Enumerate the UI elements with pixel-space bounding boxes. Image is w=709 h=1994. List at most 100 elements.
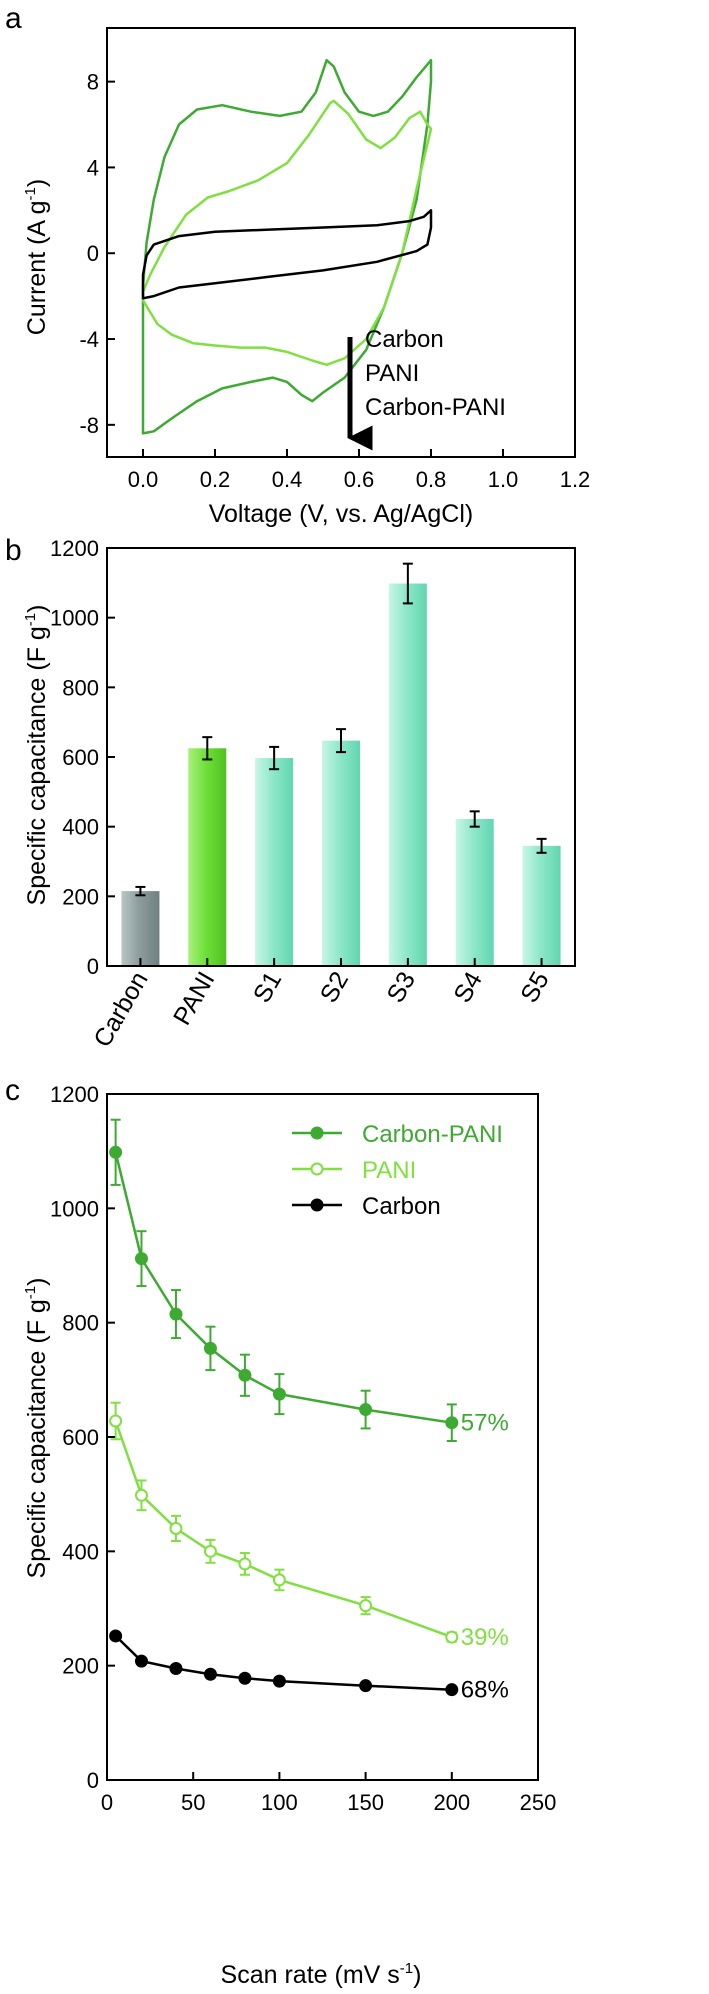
legend-label-pani: PANI (365, 360, 419, 387)
data-point-carbon-pani (272, 1387, 286, 1401)
rate-x-tick-label: 250 (520, 1790, 557, 1815)
bar-y-tick-label: 600 (62, 745, 99, 770)
rate-y-tick-label: 1000 (50, 1196, 99, 1221)
bar-s3 (388, 583, 427, 966)
cv-curve-pani (141, 99, 433, 367)
data-point-carbon (238, 1671, 252, 1685)
rate-x-tick-label: 100 (261, 1790, 298, 1815)
data-point-pani (134, 1488, 148, 1502)
cv-x-axis-label: Voltage (V, vs. Ag/AgCl) (209, 500, 474, 528)
cv-x-tick-label: 1.2 (560, 467, 591, 492)
cv-y-tick-label: 0 (87, 241, 99, 266)
cv-y-tick-label: -8 (79, 413, 99, 438)
retention-label-carbon-pani: 57% (461, 1410, 509, 1437)
bar-y-tick-label: 400 (62, 815, 99, 840)
cv-plot: 0.0 0.2 0.4 0.6 0.8 1.0 1.2 -8 -4 0 4 8 (79, 27, 591, 492)
series-line-carbon-pani (114, 1152, 452, 1424)
panel-label-c: c (5, 1074, 20, 1107)
legend-label-carbon: Carbon (362, 1193, 441, 1220)
data-point-pani (169, 1521, 183, 1535)
bar-s5 (522, 845, 561, 966)
bar-category-label-pani: PANI (168, 967, 220, 1030)
cv-x-tick-label: 0.2 (200, 467, 231, 492)
rate-x-tick-label: 50 (181, 1790, 205, 1815)
rate-x-tick-label: 200 (433, 1790, 470, 1815)
bar-s4 (455, 819, 494, 966)
data-point-carbon (203, 1667, 217, 1681)
data-point-pani (359, 1599, 373, 1613)
legend-label-carbon: Carbon (365, 326, 444, 353)
data-point-pani (272, 1573, 286, 1587)
rate-y-axis-label: Specific capacitance (F g-1) (22, 1278, 51, 1579)
data-point-carbon-pani (445, 1416, 459, 1430)
data-point-carbon (109, 1629, 123, 1643)
data-point-pani (109, 1414, 123, 1428)
cv-y-tick-label: 4 (87, 155, 99, 180)
retention-label-pani: 39% (461, 1624, 509, 1651)
retention-label-carbon: 68% (461, 1677, 509, 1704)
capacitance-bar-plot: Carbon PANI S1 S2 S3 S4 S5 0 200 400 600 800 1000 120… (50, 536, 576, 1052)
bar-y-tick-label: 1200 (50, 536, 99, 561)
bar-y-tick-label: 0 (87, 954, 99, 979)
cv-curve-carbon (141, 209, 433, 300)
rate-y-tick-label: 1200 (50, 1082, 99, 1107)
data-point-carbon (134, 1654, 148, 1668)
legend-marker-carbon (310, 1198, 324, 1212)
rate-x-tick-label: 150 (347, 1790, 384, 1815)
legend-label-carbon-pani: Carbon-PANI (365, 394, 506, 421)
cv-x-tick-label: 0.0 (128, 467, 159, 492)
rate-x-tick-label: 0 (101, 1790, 113, 1815)
data-point-carbon-pani (169, 1307, 183, 1321)
data-point-carbon-pani (109, 1145, 123, 1159)
bar-y-tick-label: 800 (62, 675, 99, 700)
data-point-carbon-pani (203, 1341, 217, 1355)
svg-text:Current (A g-1): Current (A g-1) (22, 179, 51, 335)
rate-x-axis-label: Scan rate (mV s-1) (221, 1960, 422, 1989)
cv-y-tick-label: 8 (87, 70, 99, 95)
rate-legend: Carbon-PANI PANI Carbon (292, 1121, 503, 1220)
bar-category-label-s2: S2 (315, 967, 355, 1007)
data-point-carbon-pani (359, 1403, 373, 1417)
cv-legend: Carbon PANI Carbon-PANI (347, 326, 506, 451)
bar-carbon (121, 891, 160, 966)
bar-s1 (255, 758, 294, 966)
bar-category-label-s4: S4 (448, 967, 488, 1008)
cv-curve-carbon-pani (141, 58, 433, 435)
legend-label-pani: PANI (362, 1157, 416, 1184)
bar-category-label-s1: S1 (248, 967, 288, 1007)
rate-y-tick-label: 200 (62, 1654, 99, 1679)
series-line-pani (114, 1420, 453, 1639)
bar-y-axis-label: Specific capacitance (F g-1) (22, 605, 51, 906)
panel-a: a 0.0 0.2 0.4 0.6 0.8 1.0 1.2 -8 -4 0 4 8 Current (… (5, 2, 590, 528)
bar-pani (188, 748, 227, 966)
data-point-carbon (445, 1683, 459, 1697)
panel-label-a: a (5, 2, 22, 35)
rate-y-tick-label: 800 (62, 1311, 99, 1336)
rate-y-tick-label: 400 (62, 1539, 99, 1564)
legend-marker-carbon-pani (310, 1126, 324, 1140)
data-point-pani (203, 1544, 217, 1558)
data-point-carbon-pani (238, 1368, 252, 1382)
bar-category-label-s3: S3 (382, 967, 422, 1007)
rate-y-tick-label: 0 (87, 1768, 99, 1793)
cv-plot-frame (106, 27, 576, 458)
rate-y-tick-label: 600 (62, 1425, 99, 1450)
data-point-pani (445, 1630, 459, 1644)
panel-b: b Carbon PANI S1 S2 S3 S4 S5 0 200 400 600 800 1000 1… (5, 534, 576, 1052)
bar-y-tick-label: 200 (62, 884, 99, 909)
cv-x-tick-label: 1.0 (488, 467, 519, 492)
data-point-pani (238, 1557, 252, 1571)
svg-text:Specific capacitance (F g-1): Specific capacitance (F g-1) (22, 1278, 51, 1579)
rate-capability-plot: 57% 39% 68% 0 50 100 150 200 250 0 200 400 600 800 100… (50, 1082, 556, 1815)
panel-c: c 57% 39% 68% 0 50 100 150 200 250 0 200 400 600 800 1… (5, 1074, 556, 1989)
bar-y-tick-label: 1000 (50, 606, 99, 631)
data-point-carbon (169, 1662, 183, 1676)
data-point-carbon-pani (134, 1252, 148, 1266)
data-point-carbon (272, 1674, 286, 1688)
panel-label-b: b (5, 534, 22, 567)
data-point-carbon (359, 1679, 373, 1693)
bar-category-label-carbon: Carbon (88, 967, 153, 1052)
svg-text:Specific capacitance (F g-1): Specific capacitance (F g-1) (22, 605, 51, 906)
legend-marker-pani (310, 1162, 324, 1176)
